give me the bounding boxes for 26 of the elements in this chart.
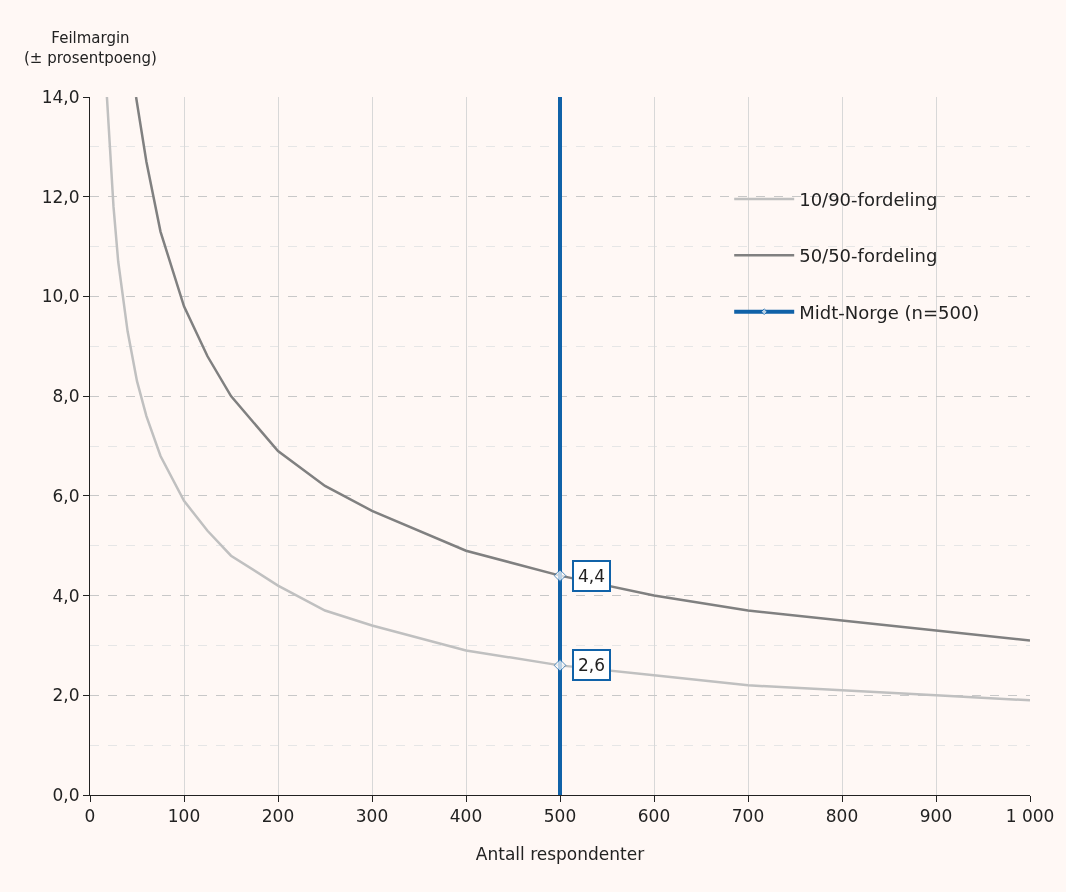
y-tick-label: 12,0 <box>41 186 80 207</box>
y-tick-label: 4,0 <box>52 585 80 606</box>
y-tick-label: 6,0 <box>52 485 80 506</box>
x-axis-title: Antall respondenter <box>475 843 645 864</box>
x-tick-label: 1 000 <box>1005 806 1055 827</box>
legend-label: 50/50-fordeling <box>799 245 938 267</box>
y-tick-label: 0,0 <box>52 784 80 805</box>
y-tick-label: 8,0 <box>52 386 80 407</box>
legend-label: Midt-Norge (n=500) <box>799 301 980 323</box>
x-tick-label: 900 <box>919 806 953 827</box>
y-axis-title: Feilmargin (± prosentpoeng) <box>24 29 157 67</box>
x-tick-label: 200 <box>261 806 295 827</box>
x-tick-label: 0 <box>84 806 96 827</box>
x-tick-label: 500 <box>543 806 577 827</box>
x-tick-label: 300 <box>355 806 389 827</box>
x-tick-label: 800 <box>825 806 859 827</box>
x-tick-label: 700 <box>731 806 765 827</box>
data-label: 2,6 <box>578 655 606 675</box>
data-label: 4,4 <box>578 566 606 586</box>
x-tick-label: 600 <box>637 806 671 827</box>
y-tick-label: 2,0 <box>52 685 80 706</box>
y-tick-label: 10,0 <box>41 286 80 307</box>
x-tick-label: 400 <box>449 806 483 827</box>
legend-label: 10/90-fordeling <box>799 188 938 210</box>
x-tick-label: 100 <box>167 806 201 827</box>
y-tick-label: 14,0 <box>41 86 80 107</box>
